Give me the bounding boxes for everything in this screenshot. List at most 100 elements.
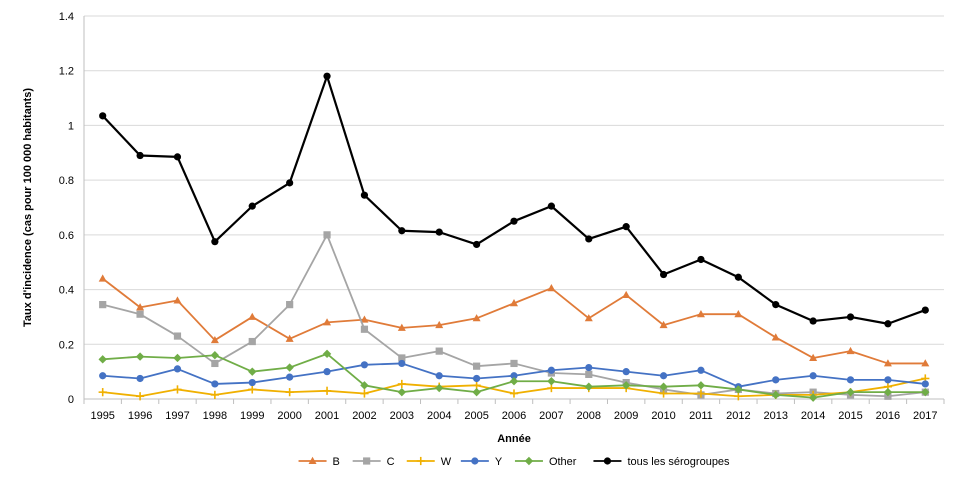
data-point-b (472, 314, 481, 322)
data-point-other (98, 355, 107, 364)
data-point-other (883, 387, 893, 397)
data-point-y (360, 361, 369, 369)
legend-item-w: W (406, 456, 452, 468)
series-y (99, 359, 929, 391)
y-tick-label: 0.2 (59, 339, 74, 351)
legend-label-b: B (333, 456, 340, 468)
data-point-w (509, 389, 519, 398)
data-point-y (136, 374, 144, 383)
data-point-c (473, 362, 481, 370)
data-point-y (659, 372, 668, 380)
data-point-c (173, 332, 182, 340)
legend-item-c: C (352, 456, 395, 468)
data-point-tous-les-s-rogroupes (809, 317, 817, 325)
data-point-tous-les-s-rogroupes (585, 235, 593, 243)
data-point-tous-les-s-rogroupes (697, 255, 705, 264)
data-point-y (510, 372, 518, 380)
x-tick-label: 1996 (128, 410, 152, 422)
x-tick-label: 2013 (763, 410, 787, 422)
x-tick-label: 2012 (726, 410, 750, 422)
data-point-tous-les-s-rogroupes (99, 112, 107, 120)
data-point-other (509, 377, 519, 386)
data-point-y (473, 374, 481, 383)
data-point-c (136, 310, 144, 318)
axis-labels: Taux d'incidence (cas pour 100 000 habit… (22, 88, 531, 445)
data-point-y (697, 366, 705, 374)
legend-marker-w (416, 456, 425, 466)
data-point-other (734, 385, 743, 394)
data-point-b (98, 274, 107, 282)
legend-marker-tous-les-s-rogroupes (603, 457, 612, 465)
data-point-other (322, 349, 332, 359)
data-point-tous-les-s-rogroupes (846, 313, 855, 321)
data-point-other (472, 387, 481, 397)
data-point-tous-les-s-rogroupes (659, 270, 668, 279)
x-tick-label: 2014 (801, 410, 825, 422)
data-point-w (322, 386, 332, 395)
data-point-w (248, 385, 257, 394)
x-tick-label: 2004 (427, 410, 451, 422)
legend: B C W Y Other tous les sérogroupes (298, 456, 730, 468)
data-point-y (435, 372, 443, 380)
x-tick-label: 2008 (577, 410, 601, 422)
x-tick-label: 2006 (502, 410, 526, 422)
data-point-b (360, 315, 369, 323)
data-point-tous-les-s-rogroupes (248, 202, 256, 210)
data-point-y (99, 372, 107, 380)
x-tick-label: 1995 (90, 410, 114, 422)
data-point-other (771, 390, 780, 400)
x-tick-label: 2001 (315, 410, 339, 422)
data-point-b (435, 320, 444, 329)
legend-marker-y (471, 457, 479, 465)
x-tick-label: 2016 (876, 410, 900, 422)
data-point-b (771, 333, 780, 341)
y-tick-label: 0.4 (59, 285, 74, 297)
x-tick-label: 2002 (352, 410, 376, 422)
data-point-c (211, 359, 219, 368)
data-point-tous-les-s-rogroupes (173, 153, 182, 161)
data-point-b (659, 320, 668, 329)
x-tick-label: 2010 (651, 410, 675, 422)
data-point-other (621, 381, 631, 390)
x-tick-label: 2007 (539, 410, 563, 422)
data-point-b (921, 359, 930, 367)
data-point-c (360, 325, 369, 333)
data-point-tous-les-s-rogroupes (398, 227, 406, 235)
data-point-y (809, 372, 817, 380)
data-point-b (547, 284, 556, 292)
data-point-tous-les-s-rogroupes (323, 72, 331, 80)
data-point-other (173, 353, 182, 363)
y-tick-label: 0.8 (59, 175, 74, 187)
data-point-b (883, 359, 892, 367)
data-point-tous-les-s-rogroupes (510, 217, 518, 225)
legend-marker-b (308, 456, 317, 464)
data-point-b (584, 314, 593, 322)
legend-label-c: C (387, 456, 395, 468)
data-point-y (622, 368, 630, 376)
x-tick-label: 1998 (203, 410, 227, 422)
data-point-y (921, 380, 929, 388)
data-point-tous-les-s-rogroupes (435, 228, 443, 236)
data-point-other (659, 382, 668, 391)
data-point-tous-les-s-rogroupes (547, 202, 555, 210)
data-point-tous-les-s-rogroupes (211, 238, 219, 246)
data-point-b (846, 346, 855, 355)
data-point-tous-les-s-rogroupes (921, 306, 929, 314)
data-point-b (285, 334, 294, 342)
data-point-tous-les-s-rogroupes (772, 301, 780, 309)
series-group (98, 72, 930, 402)
data-point-b (248, 312, 257, 320)
data-point-c (435, 347, 443, 355)
data-point-w (135, 392, 145, 401)
data-point-c (248, 337, 256, 346)
data-point-b (622, 290, 631, 299)
data-point-tous-les-s-rogroupes (286, 179, 294, 187)
data-point-y (884, 376, 892, 384)
x-tick-label: 2003 (390, 410, 414, 422)
data-point-w (173, 385, 182, 394)
data-point-w (696, 389, 706, 398)
legend-label-other: Other (549, 456, 577, 468)
data-point-tous-les-s-rogroupes (136, 151, 144, 160)
x-tick-label: 1997 (165, 410, 189, 422)
axes: 0 0.2 0.4 0.6 0.8 1 1.2 1.4 1995 1996 1997 1998 1999… (59, 11, 945, 422)
